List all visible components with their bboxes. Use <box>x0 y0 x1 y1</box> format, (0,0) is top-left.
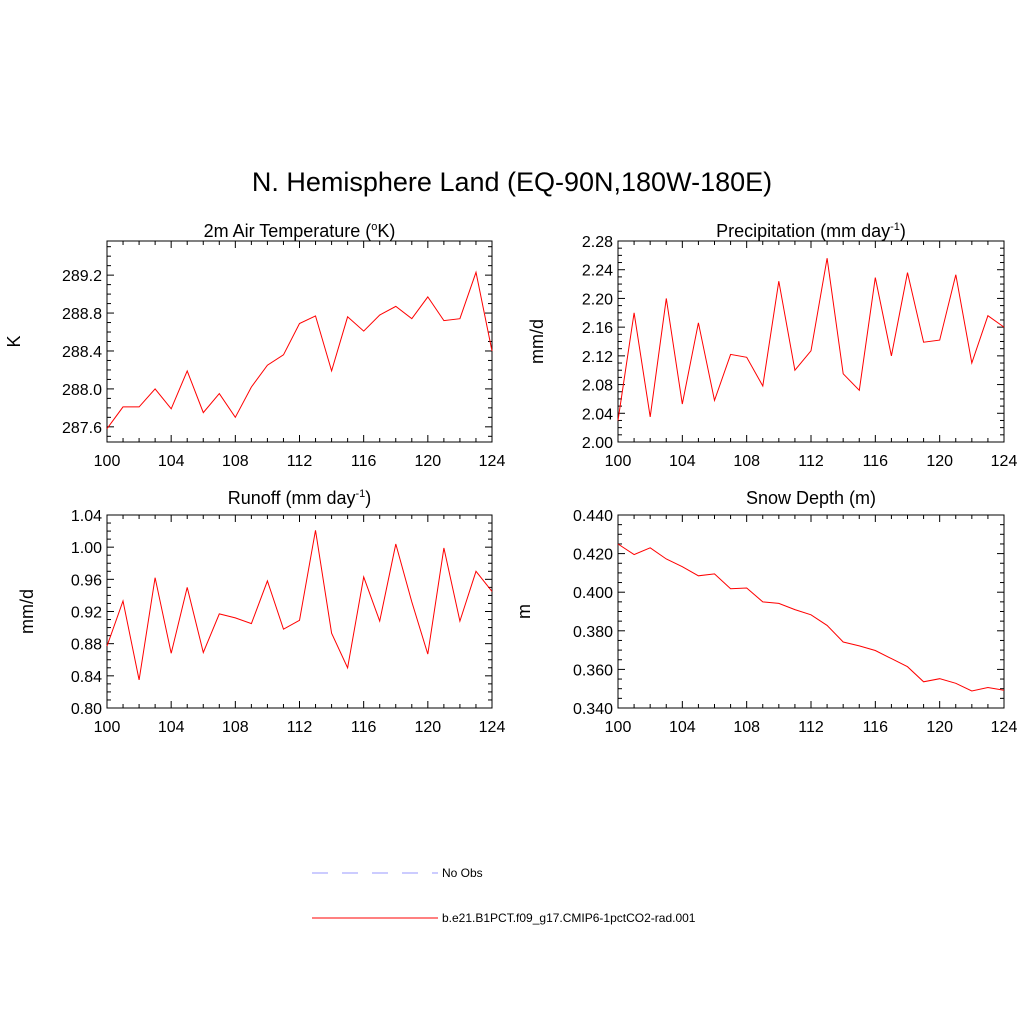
panel-title-text: Snow Depth (m) <box>745 488 877 508</box>
x-tick-label: 124 <box>991 719 1018 736</box>
chart-panel-4: 100 104 108 112 116 120 124 0.340 0.360 0.380 0.40… <box>514 508 1017 736</box>
panel-title-snow-depth: Snow Depth (m) <box>618 483 1004 509</box>
y-tick-label: 2.08 <box>582 378 613 395</box>
y-tick-label: 0.420 <box>573 547 613 564</box>
y-tick-label: 288.8 <box>62 306 102 323</box>
x-tick-label: 120 <box>926 453 953 470</box>
panel-title-runoff: Runoff (mm day-1) <box>107 483 492 509</box>
x-tick-label: 120 <box>414 453 441 470</box>
series-line <box>617 543 1005 692</box>
y-tick-label: 2.00 <box>582 435 613 452</box>
y-tick-label: 288.0 <box>62 382 102 399</box>
plot-frame <box>617 240 1005 443</box>
y-tick-label: 0.96 <box>71 572 102 589</box>
panel-title-precipitation: Precipitation (mm day-1) <box>618 216 1004 242</box>
chart-panel-2: 100 104 108 112 116 120 124 2.00 2.04 2.08 2.12 2.1… <box>527 234 1017 470</box>
y-tick-label: 2.20 <box>582 291 613 308</box>
x-tick-label: 108 <box>733 719 760 736</box>
y-tick-label: 1.04 <box>71 508 102 525</box>
panel-title-text-end: ) <box>899 221 906 241</box>
y-tick-label: 2.04 <box>582 406 613 423</box>
y-tick-label: 0.360 <box>573 662 613 679</box>
x-tick-label: 112 <box>798 719 824 736</box>
x-tick-label: 104 <box>669 453 696 470</box>
x-tick-label: 112 <box>798 453 824 470</box>
x-tick-label: 124 <box>479 453 506 470</box>
chart-panel-3: 100 104 108 112 116 120 124 0.80 0.84 0.88 0.92 0.9… <box>17 508 505 736</box>
y-tick-label: 2.12 <box>582 349 613 366</box>
chart-panel-1: 100 104 108 112 116 120 124 287.6 288.0 288.4 288.… <box>4 240 506 470</box>
series-line <box>106 530 493 680</box>
y-tick-label: 0.440 <box>573 508 613 525</box>
x-tick-label: 104 <box>669 719 696 736</box>
x-tick-label: 108 <box>733 453 760 470</box>
x-tick-label: 100 <box>605 453 632 470</box>
y-tick-label: 0.80 <box>71 701 102 718</box>
panel-title-text-end: K) <box>377 221 396 241</box>
x-tick-label: 112 <box>287 453 313 470</box>
y-axis-label: K <box>4 335 24 347</box>
x-tick-label: 104 <box>158 453 185 470</box>
legend: No Obs b.e21.B1PCT.f09_g17.CMIP6-1pctCO2… <box>312 866 696 925</box>
y-tick-label: 289.2 <box>62 268 102 285</box>
panel-title-text-end: ) <box>365 488 372 508</box>
y-tick-label: 0.88 <box>71 637 102 654</box>
x-tick-label: 120 <box>414 719 441 736</box>
panel-title-superscript: -1 <box>355 488 366 500</box>
legend-label-model: b.e21.B1PCT.f09_g17.CMIP6-1pctCO2-rad.00… <box>442 911 696 925</box>
y-axis-label: mm/d <box>527 319 547 364</box>
series-line <box>617 258 1005 421</box>
panel-title-superscript: -1 <box>890 221 900 233</box>
panel-title-text: Precipitation (mm day <box>716 221 891 241</box>
panel-title-superscript: o <box>371 221 378 233</box>
y-tick-label: 0.340 <box>573 701 613 718</box>
y-tick-label: 1.00 <box>71 540 102 557</box>
y-tick-label: 288.4 <box>62 344 102 361</box>
y-tick-label: 0.400 <box>573 585 613 602</box>
x-tick-label: 124 <box>991 453 1018 470</box>
panel-title-air-temperature: 2m Air Temperature (oK) <box>107 216 492 242</box>
x-tick-label: 100 <box>94 719 121 736</box>
x-tick-label: 104 <box>158 719 185 736</box>
plot-frame <box>106 240 493 443</box>
x-tick-label: 124 <box>479 719 506 736</box>
plot-frame <box>617 514 1005 709</box>
x-tick-label: 112 <box>287 719 313 736</box>
y-tick-label: 0.380 <box>573 624 613 641</box>
x-tick-label: 100 <box>605 719 632 736</box>
x-tick-label: 108 <box>222 719 249 736</box>
y-tick-label: 2.24 <box>582 263 613 280</box>
x-tick-label: 108 <box>222 453 249 470</box>
y-tick-label: 2.16 <box>582 320 613 337</box>
panel-title-text: Runoff (mm day <box>227 488 356 508</box>
x-tick-label: 120 <box>926 719 953 736</box>
series-line <box>106 270 493 429</box>
y-tick-label: 2.28 <box>582 234 613 251</box>
legend-label-no-obs: No Obs <box>442 866 483 880</box>
y-tick-label: 0.84 <box>71 669 102 686</box>
x-tick-label: 116 <box>351 719 377 736</box>
y-tick-label: 287.6 <box>62 420 102 437</box>
x-tick-label: 100 <box>94 453 121 470</box>
panel-title-text: 2m Air Temperature ( <box>203 221 372 241</box>
y-axis-label: mm/d <box>17 589 37 634</box>
x-tick-label: 116 <box>863 453 889 470</box>
y-axis-label: m <box>514 604 534 619</box>
x-tick-label: 116 <box>863 719 889 736</box>
figure-title: N. Hemisphere Land (EQ-90N,180W-180E) <box>251 167 773 197</box>
y-tick-label: 0.92 <box>71 605 102 622</box>
x-tick-label: 116 <box>351 453 377 470</box>
